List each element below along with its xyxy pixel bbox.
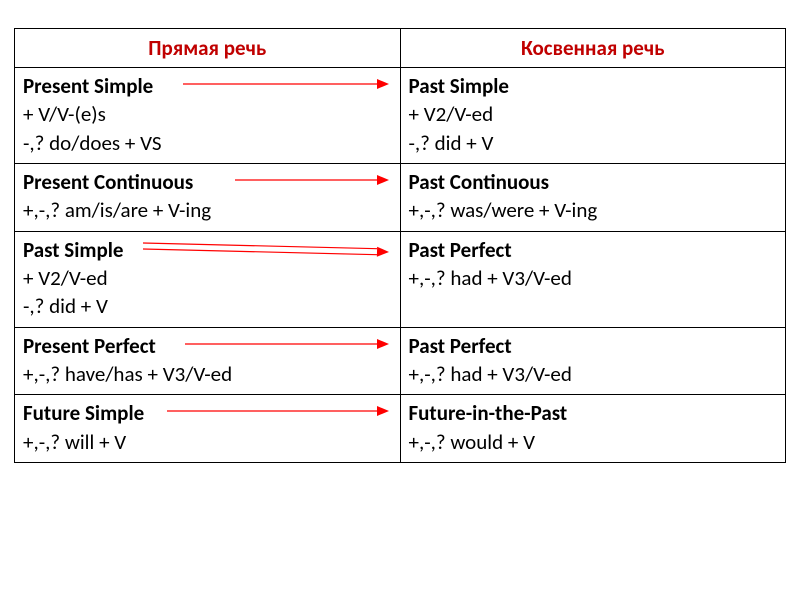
tense-formula: + V2/V-ed [23,264,392,292]
header-direct-speech: Прямая речь [15,29,401,68]
tense-formula: +,-,? would + V [409,428,778,456]
tense-formula: +,-,? am/is/are + V-ing [23,196,392,224]
tense-title: Past Simple [409,72,778,100]
tense-formula: -,? did + V [409,129,778,157]
tense-formula: + V2/V-ed [409,100,778,128]
table-row: Present Continuous+,-,? am/is/are + V-in… [15,164,786,232]
tense-title: Present Continuous [23,168,392,196]
direct-speech-cell: Future Simple+,-,? will + V [15,395,401,463]
tense-formula: + V/V-(e)s [23,100,392,128]
tense-formula: +,-,? had + V3/V-ed [409,360,778,388]
header-reported-speech: Косвенная речь [400,29,786,68]
tense-formula: +,-,? was/were + V-ing [409,196,778,224]
direct-speech-cell: Present Continuous+,-,? am/is/are + V-in… [15,164,401,232]
tense-title: Future Simple [23,399,392,427]
tense-title: Future-in-the-Past [409,399,778,427]
tense-title: Past Continuous [409,168,778,196]
tense-title: Past Perfect [409,332,778,360]
tense-formula: +,-,? had + V3/V-ed [409,264,778,292]
tense-formula: -,? do/does + VS [23,129,392,157]
tense-title: Past Perfect [409,236,778,264]
table-row: Present Perfect+,-,? have/has + V3/V-edP… [15,327,786,395]
tense-formula: +,-,? will + V [23,428,392,456]
reported-speech-cell: Future-in-the-Past+,-,? would + V [400,395,786,463]
table-row: Past Simple+ V2/V-ed-,? did + VPast Perf… [15,231,786,327]
reported-speech-cell: Past Simple+ V2/V-ed-,? did + V [400,68,786,164]
table-row: Future Simple+,-,? will + VFuture-in-the… [15,395,786,463]
direct-speech-cell: Past Simple+ V2/V-ed-,? did + V [15,231,401,327]
tense-title: Present Perfect [23,332,392,360]
tense-shift-table: Прямая речь Косвенная речь Present Simpl… [14,28,786,463]
reported-speech-cell: Past Continuous+,-,? was/were + V-ing [400,164,786,232]
tense-formula: +,-,? have/has + V3/V-ed [23,360,392,388]
tense-title: Past Simple [23,236,392,264]
reported-speech-cell: Past Perfect+,-,? had + V3/V-ed [400,327,786,395]
table-row: Present Simple+ V/V-(e)s-,? do/does + VS… [15,68,786,164]
reported-speech-cell: Past Perfect+,-,? had + V3/V-ed [400,231,786,327]
direct-speech-cell: Present Simple+ V/V-(e)s-,? do/does + VS [15,68,401,164]
direct-speech-cell: Present Perfect+,-,? have/has + V3/V-ed [15,327,401,395]
tense-title: Present Simple [23,72,392,100]
tense-formula: -,? did + V [23,292,392,320]
